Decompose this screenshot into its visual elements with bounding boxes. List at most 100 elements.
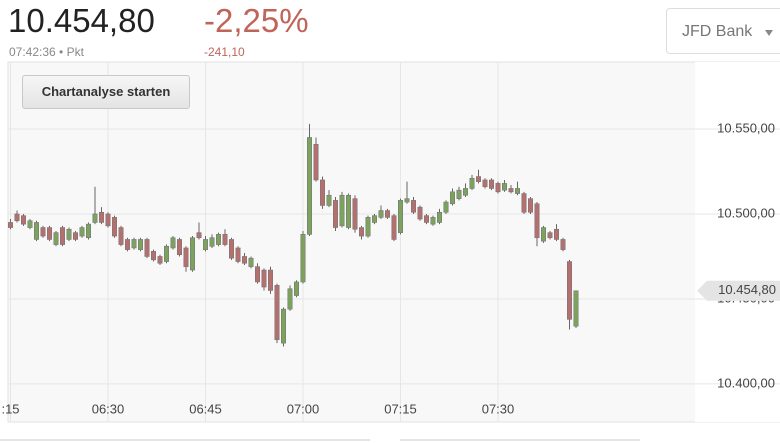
candle-body	[216, 234, 222, 245]
candle-body	[423, 215, 429, 223]
candle-body	[125, 239, 131, 250]
candle-body	[105, 213, 111, 227]
time-unit: 07:42:36 • Pkt	[9, 45, 84, 59]
broker-dropdown[interactable]: JFD Bank	[666, 8, 780, 54]
candle-body	[73, 232, 79, 240]
candle-body	[196, 232, 202, 239]
candle-body	[33, 222, 39, 240]
last-price-label: 10.454,80	[718, 282, 776, 297]
candle-body	[79, 227, 85, 237]
candle-body	[371, 215, 377, 223]
candle-body	[482, 179, 488, 188]
candle-body	[235, 247, 241, 262]
axis-area	[695, 62, 780, 422]
candle-body	[417, 206, 423, 220]
candle-body	[177, 239, 183, 256]
candle-body	[345, 194, 351, 228]
candle-body	[27, 220, 33, 228]
candle-body	[144, 239, 150, 257]
candle-body	[560, 239, 566, 250]
chart-analysis-button[interactable]: Chartanalyse starten	[22, 75, 190, 109]
candle-body	[521, 193, 527, 213]
candle-body	[267, 269, 273, 291]
candle-body	[293, 281, 299, 296]
plot-area	[7, 61, 780, 423]
candle-body	[352, 198, 358, 230]
candle-body	[508, 188, 514, 193]
candle-body	[183, 247, 189, 267]
candle-body	[242, 256, 248, 264]
candle-body	[501, 183, 507, 191]
x-tick-label: 07:00	[287, 401, 320, 416]
candle-body	[514, 188, 520, 194]
candle-body	[553, 228, 559, 240]
candle-body	[410, 200, 416, 213]
x-tick-label: :15	[1, 401, 19, 416]
candle-body	[280, 308, 286, 344]
candle-body	[92, 213, 98, 223]
candle-body	[391, 215, 397, 240]
candle-body	[8, 222, 14, 228]
candle-body	[358, 227, 364, 237]
dropdown-arrow	[765, 30, 773, 36]
candle-body	[332, 200, 338, 228]
candle-body	[112, 217, 118, 237]
candle-body	[384, 210, 390, 218]
x-tick-label: 07:15	[384, 401, 417, 416]
change-percent: -2,25%	[204, 2, 309, 39]
candle-body	[261, 269, 267, 288]
candle-body	[462, 188, 468, 196]
candle-body	[203, 239, 209, 250]
candle-body	[339, 194, 345, 227]
candle-body	[443, 201, 449, 213]
candle-body	[164, 245, 170, 262]
candle-body	[229, 239, 235, 259]
candle-body	[534, 203, 540, 239]
candle-body	[287, 288, 293, 310]
candle-body	[404, 198, 410, 203]
candle-body	[46, 227, 52, 240]
candle-body	[20, 215, 26, 225]
candle-body	[300, 234, 306, 283]
candle-body	[99, 211, 105, 223]
candle-body	[456, 189, 462, 199]
candle-body	[274, 285, 280, 341]
x-tick-label: 06:45	[189, 401, 222, 416]
candle-body	[53, 232, 59, 245]
y-tick-label: 10.500,00	[717, 205, 775, 220]
candle-body	[131, 239, 137, 249]
candle-body	[488, 179, 494, 189]
candle-body	[319, 179, 325, 206]
candle-body	[86, 223, 92, 239]
candle-body	[475, 176, 481, 182]
candle-body	[255, 266, 261, 283]
candle-body	[547, 232, 553, 239]
candle-body	[59, 227, 65, 245]
price: 10.454,80	[8, 2, 155, 39]
candle-body	[495, 183, 501, 193]
change-absolute: -241,10	[204, 45, 245, 59]
x-tick-label: 06:30	[92, 401, 125, 416]
candle-body	[527, 198, 533, 213]
candle-body	[397, 200, 403, 233]
candle-body	[436, 211, 442, 223]
candle-body	[378, 210, 384, 218]
candle-body	[566, 261, 572, 320]
candle-body	[540, 227, 546, 242]
candle-body	[157, 256, 163, 264]
candle-body	[209, 237, 215, 247]
candle-body	[430, 217, 436, 225]
candle-body	[170, 237, 176, 249]
x-tick-label: 07:30	[482, 401, 515, 416]
candle-body	[118, 227, 124, 245]
candle-body	[151, 251, 157, 261]
candle-body	[190, 237, 196, 271]
y-tick-label: 10.400,00	[717, 375, 775, 390]
candle-body	[313, 143, 319, 181]
candle-body	[138, 239, 144, 250]
candle-body	[449, 191, 455, 205]
candle-body	[573, 290, 579, 327]
candle-body	[14, 213, 20, 222]
